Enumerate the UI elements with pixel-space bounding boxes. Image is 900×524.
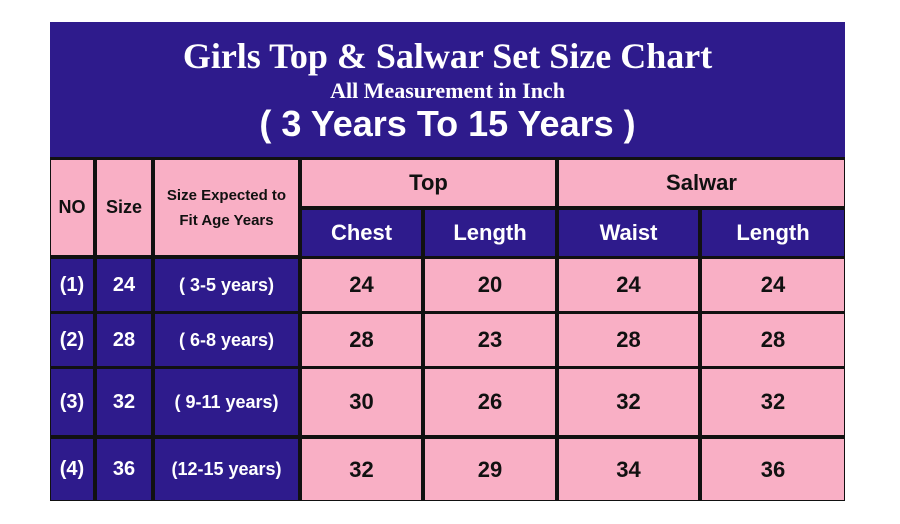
col-header-salwar: Salwar bbox=[559, 160, 844, 206]
cell-no: (4) bbox=[51, 439, 93, 500]
col-header-no: NO bbox=[51, 160, 93, 255]
cell-size: 28 bbox=[97, 314, 151, 366]
col-header-top-length: Length bbox=[425, 210, 555, 256]
cell-salwar-length: 36 bbox=[702, 439, 844, 500]
col-header-waist: Waist bbox=[559, 210, 698, 256]
cell-waist: 32 bbox=[559, 369, 698, 435]
chart-header: Girls Top & Salwar Set Size Chart All Me… bbox=[50, 22, 845, 158]
cell-size: 32 bbox=[97, 369, 151, 435]
cell-salwar-length: 32 bbox=[702, 369, 844, 435]
col-header-salwar-length: Length bbox=[702, 210, 844, 256]
cell-chest: 24 bbox=[302, 259, 421, 311]
col-header-age: Size Expected to Fit Age Years bbox=[155, 160, 298, 255]
cell-top-length: 29 bbox=[425, 439, 555, 500]
cell-waist: 24 bbox=[559, 259, 698, 311]
cell-age: ( 3-5 years) bbox=[155, 259, 298, 311]
col-header-chest: Chest bbox=[302, 210, 421, 256]
cell-age: ( 6-8 years) bbox=[155, 314, 298, 366]
cell-no: (2) bbox=[51, 314, 93, 366]
cell-top-length: 20 bbox=[425, 259, 555, 311]
cell-top-length: 23 bbox=[425, 314, 555, 366]
cell-no: (1) bbox=[51, 259, 93, 311]
cell-waist: 28 bbox=[559, 314, 698, 366]
cell-no: (3) bbox=[51, 369, 93, 435]
col-header-top: Top bbox=[302, 160, 555, 206]
cell-salwar-length: 24 bbox=[702, 259, 844, 311]
cell-top-length: 26 bbox=[425, 369, 555, 435]
cell-chest: 32 bbox=[302, 439, 421, 500]
cell-chest: 28 bbox=[302, 314, 421, 366]
chart-title: Girls Top & Salwar Set Size Chart bbox=[182, 36, 713, 76]
col-header-size: Size bbox=[97, 160, 151, 255]
cell-size: 36 bbox=[97, 439, 151, 500]
age-range: ( 3 Years To 15 Years ) bbox=[259, 103, 636, 144]
cell-age: (12-15 years) bbox=[155, 439, 298, 500]
cell-size: 24 bbox=[97, 259, 151, 311]
chart-subtitle: All Measurement in Inch bbox=[330, 78, 565, 103]
cell-age: ( 9-11 years) bbox=[155, 369, 298, 435]
cell-waist: 34 bbox=[559, 439, 698, 500]
cell-salwar-length: 28 bbox=[702, 314, 844, 366]
cell-chest: 30 bbox=[302, 369, 421, 435]
